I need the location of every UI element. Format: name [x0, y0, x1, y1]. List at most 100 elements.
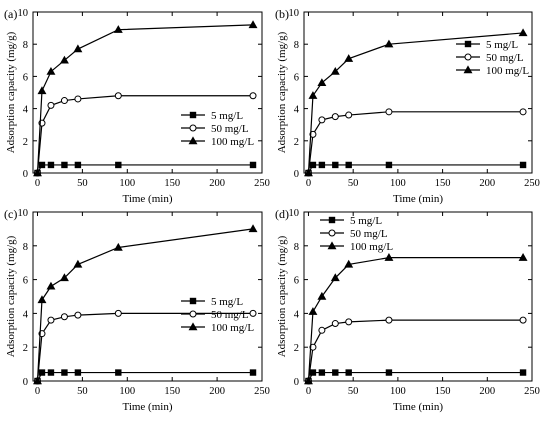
data-point — [248, 20, 258, 29]
chart-panel-d: 0 50 100 150 200 250 0 2 4 6 8 10 Time (min) Adsorpti… — [275, 207, 540, 413]
x-tick-label: 200 — [209, 178, 225, 189]
y-tick-label: 6 — [294, 276, 299, 287]
x-tick-label: 100 — [390, 386, 406, 397]
data-point — [59, 273, 69, 282]
x-tick-label: 50 — [348, 178, 359, 189]
legend-label: 100 mg/L — [211, 322, 254, 334]
legend-label: 5 mg/L — [350, 215, 382, 227]
x-tick-label: 50 — [77, 178, 88, 189]
data-point — [308, 307, 318, 315]
data-point — [33, 168, 42, 177]
data-point — [344, 259, 354, 268]
data-point — [385, 369, 393, 376]
data-point — [304, 168, 313, 177]
x-tick-label: 200 — [209, 386, 225, 397]
series-line-3 — [307, 257, 524, 382]
x-axis-label: Time (min) — [122, 193, 172, 205]
x-tick-label: 200 — [479, 178, 495, 189]
plot-frame — [32, 211, 263, 382]
data-point — [33, 376, 42, 385]
data-point — [249, 92, 257, 100]
y-axis-label: Adsorption capacity (mg/g) — [5, 31, 17, 153]
data-point — [318, 369, 326, 376]
legend-marker — [328, 229, 336, 237]
data-point — [60, 97, 68, 105]
data-point — [61, 369, 68, 376]
data-point — [114, 309, 122, 317]
legend-label: 100 mg/L — [350, 241, 393, 253]
y-tick-label: 8 — [23, 40, 28, 51]
data-point — [519, 161, 527, 169]
data-point — [318, 161, 326, 169]
data-point — [519, 369, 527, 376]
series-line-2 — [307, 319, 524, 382]
legend-marker — [328, 216, 336, 224]
legend-label: 100 mg/L — [486, 65, 529, 77]
data-point — [345, 369, 352, 376]
y-tick-label: 6 — [23, 276, 28, 287]
y-tick-label: 10 — [18, 8, 29, 19]
legend-label: 100 mg/L — [211, 136, 254, 148]
x-tick-label: 100 — [390, 178, 406, 189]
x-tick-label: 100 — [119, 178, 135, 189]
data-point — [332, 161, 339, 169]
data-point — [73, 259, 83, 268]
legend-label: 5 mg/L — [486, 39, 518, 51]
x-tick-label: 50 — [348, 386, 359, 397]
data-point — [74, 311, 82, 319]
y-tick-label: 0 — [23, 377, 28, 388]
chart-panel-a: 0 50 100 150 200 250 0 2 4 6 8 10 Time (min) Adsorpti… — [4, 7, 270, 205]
y-tick-label: 0 — [294, 169, 299, 180]
data-point — [345, 161, 352, 169]
legend-label: 50 mg/L — [211, 123, 249, 135]
data-point — [113, 242, 123, 251]
x-tick-label: 0 — [35, 178, 40, 189]
chart-panel-c: 0 50 100 150 200 250 0 2 4 6 8 10 Time (min) Adsorpti… — [4, 207, 270, 413]
y-tick-label: 6 — [23, 72, 28, 83]
data-point — [47, 161, 55, 169]
data-point — [330, 66, 340, 75]
data-point — [74, 161, 82, 169]
x-axis-label: Time (min) — [393, 401, 443, 413]
data-point — [345, 111, 353, 119]
x-tick-label: 50 — [77, 386, 88, 397]
legend-marker — [463, 65, 473, 74]
data-point — [248, 224, 258, 233]
y-axis-label: Adsorption capacity (mg/g) — [5, 235, 17, 357]
data-point — [73, 44, 83, 53]
panel-label: (d) — [275, 207, 289, 221]
legend-label: 50 mg/L — [350, 228, 388, 240]
y-axis-label: Adsorption capacity (mg/g) — [276, 235, 288, 357]
y-tick-label: 4 — [23, 105, 29, 116]
x-tick-label: 250 — [254, 386, 270, 397]
chart-panel-b: 0 50 100 150 200 250 0 2 4 6 8 10 Time (min) Adsorpti… — [275, 7, 540, 205]
x-tick-label: 100 — [119, 386, 135, 397]
y-tick-label: 2 — [23, 343, 28, 354]
x-axis-label: Time (min) — [393, 193, 443, 205]
data-point — [37, 86, 47, 95]
plot-frame — [303, 211, 533, 382]
data-point — [385, 161, 393, 169]
data-point — [47, 316, 55, 324]
data-point — [37, 295, 47, 304]
data-point — [47, 101, 55, 109]
legend-marker — [327, 241, 337, 250]
data-point — [304, 376, 313, 385]
y-tick-label: 8 — [294, 242, 299, 253]
data-point — [249, 161, 257, 169]
x-tick-label: 250 — [524, 178, 540, 189]
series-line-1 — [307, 371, 524, 382]
x-tick-label: 150 — [435, 178, 451, 189]
data-point — [518, 253, 528, 261]
y-tick-label: 10 — [289, 208, 300, 219]
data-point — [318, 326, 326, 334]
data-point — [249, 309, 257, 317]
data-point — [331, 320, 339, 328]
y-tick-label: 2 — [23, 137, 28, 148]
data-point — [518, 28, 528, 37]
x-tick-label: 0 — [306, 178, 311, 189]
